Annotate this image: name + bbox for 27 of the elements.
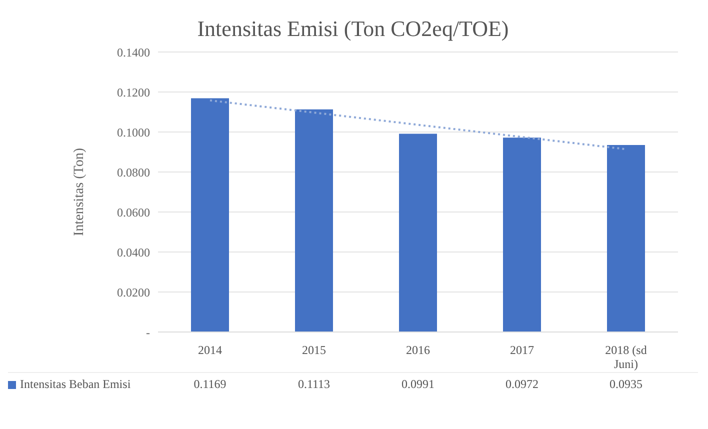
bar — [399, 134, 437, 332]
y-tick-label: 0.1200 — [117, 85, 150, 100]
data-label: 0.0972 — [504, 376, 540, 392]
y-axis-title: Intensitas (Ton) — [72, 148, 87, 236]
y-tick-label: 0.0400 — [117, 245, 150, 260]
y-tick-label: - — [146, 325, 150, 340]
bar — [295, 109, 333, 332]
data-label: 0.0935 — [608, 376, 644, 392]
data-label: 0.1169 — [192, 376, 228, 392]
x-tick-label: 2015 — [302, 343, 326, 357]
bar — [191, 98, 229, 332]
bar — [503, 138, 541, 332]
x-tick-label: 2014 — [198, 343, 222, 357]
y-tick-label: 0.1000 — [117, 125, 150, 140]
x-tick-label: 2016 — [406, 343, 430, 357]
y-tick-label: 0.0200 — [117, 285, 150, 300]
data-label: 0.0991 — [400, 376, 436, 392]
y-tick-label: 0.0600 — [117, 205, 150, 220]
line-series — [209, 99, 627, 150]
chart-title: Intensitas Emisi (Ton CO2eq/TOE) — [196, 15, 510, 42]
legend-label: Intensitas Beban Emisi — [20, 377, 131, 392]
x-tick-label: 2018 (sd Juni) — [605, 343, 647, 371]
y-tick-label: 0.0800 — [117, 165, 150, 180]
y-tick-label: 0.1400 — [117, 45, 150, 60]
x-tick-label: 2017 — [510, 343, 534, 357]
data-label: 0.1113 — [296, 376, 332, 392]
bar — [607, 145, 645, 332]
